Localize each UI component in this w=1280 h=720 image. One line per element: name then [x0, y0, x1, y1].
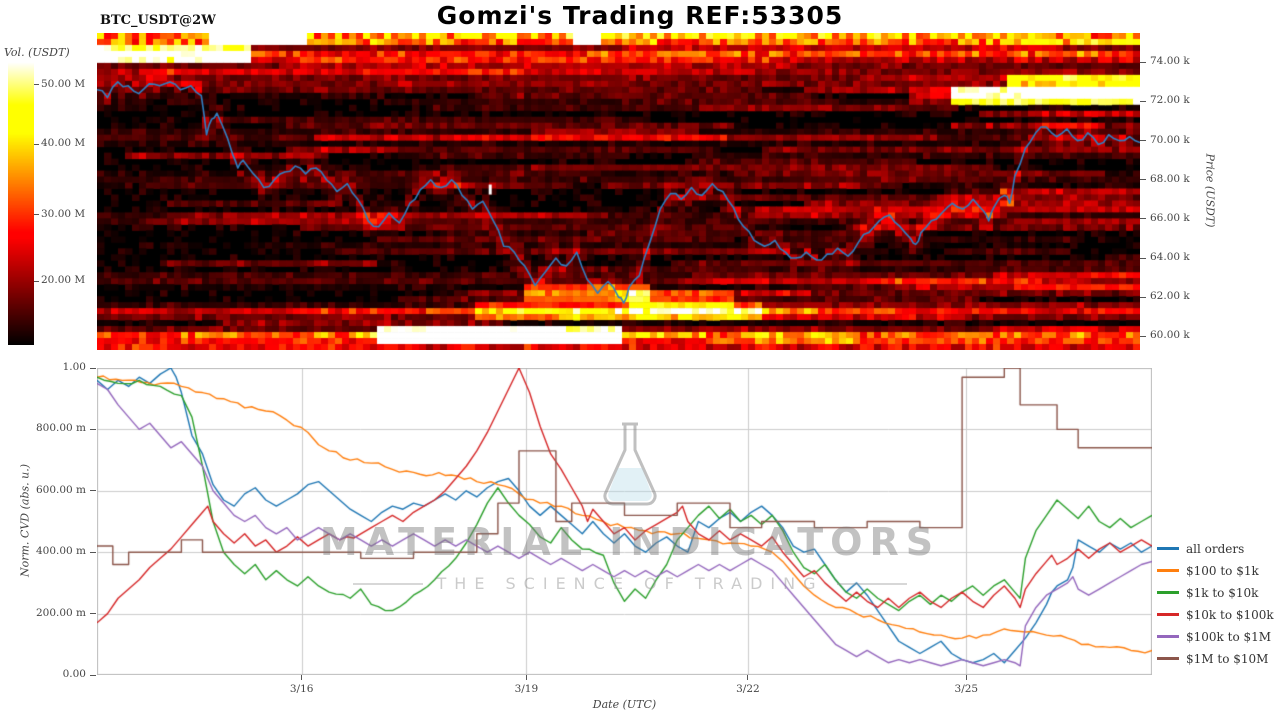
price-tick-label: 72.00 k — [1150, 94, 1190, 107]
legend-item-label: $10k to $100k — [1186, 607, 1274, 622]
colorbar-label: Vol. (USDT) — [4, 46, 70, 59]
cvd-x-tick-mark — [747, 675, 749, 680]
legend-swatch — [1157, 591, 1179, 594]
cvd-y-tick-mark — [90, 490, 96, 492]
legend-item-label: $100 to $1k — [1186, 563, 1259, 578]
cvd-y-tick-mark — [90, 674, 96, 676]
price-tick-label: 74.00 k — [1150, 55, 1190, 68]
cvd-y-tick-mark — [90, 613, 96, 615]
legend-item-label: all orders — [1186, 541, 1245, 556]
price-tick-mark — [1140, 179, 1146, 181]
legend-swatch — [1157, 657, 1179, 660]
price-tick-mark — [1140, 61, 1146, 63]
legend-swatch — [1157, 547, 1179, 550]
price-tick-label: 64.00 k — [1150, 251, 1190, 264]
colorbar-tick-label: 30.00 M — [41, 207, 86, 220]
legend-item: $1k to $10k — [1157, 585, 1274, 600]
cvd-x-axis-label: Date (UTC) — [592, 698, 657, 711]
price-tick-label: 70.00 k — [1150, 133, 1190, 146]
cvd-x-tick-label: 3/22 — [736, 683, 760, 695]
cvd-x-tick-label: 3/16 — [289, 683, 314, 695]
legend-item: $10k to $100k — [1157, 607, 1274, 622]
cvd-y-tick-mark — [90, 367, 96, 369]
page-title: Gomzi's Trading REF:53305 — [436, 1, 844, 30]
cvd-x-tick-mark — [301, 675, 303, 680]
legend-item-label: $1M to $10M — [1186, 651, 1269, 666]
cvd-y-axis-label: Norm. CVD (abs. u.) — [18, 464, 32, 578]
colorbar-tick-mark — [34, 84, 39, 86]
cvd-y-tick-label: 1.00 — [62, 361, 86, 373]
cvd-y-tick-mark — [90, 428, 96, 430]
cvd-y-tick-mark — [90, 551, 96, 553]
heatmap-canvas — [97, 33, 1140, 350]
price-tick-mark — [1140, 218, 1146, 220]
legend-item: $1M to $10M — [1157, 651, 1274, 666]
legend-item-label: $1k to $10k — [1186, 585, 1259, 600]
colorbar-tick-label: 50.00 M — [41, 77, 86, 90]
legend: all orders $100 to $1k $1k to $10k $10k to … — [1157, 541, 1274, 666]
cvd-y-tick-label: 400.00 m — [35, 545, 86, 558]
cvd-x-tick-mark — [525, 675, 527, 680]
legend-item-label: $100k to $1M — [1186, 629, 1272, 644]
legend-swatch — [1157, 613, 1179, 616]
price-tick-mark — [1140, 140, 1146, 142]
price-tick-label: 66.00 k — [1150, 211, 1190, 224]
colorbar-tick-mark — [34, 280, 39, 282]
price-tick-label: 68.00 k — [1150, 172, 1190, 185]
legend-swatch — [1157, 569, 1179, 572]
price-tick-label: 60.00 k — [1150, 329, 1190, 342]
colorbar-tick-mark — [34, 143, 39, 145]
price-tick-mark — [1140, 296, 1146, 298]
cvd-canvas — [97, 368, 1152, 675]
colorbar-tick-label: 20.00 M — [41, 274, 86, 287]
cvd-y-tick-label: 200.00 m — [35, 606, 86, 619]
cvd-y-tick-label: 600.00 m — [35, 483, 86, 496]
cvd-y-tick-label: 800.00 m — [35, 422, 86, 435]
cvd-x-tick-label: 3/25 — [954, 683, 979, 695]
legend-item: $100k to $1M — [1157, 629, 1274, 644]
cvd-x-tick-label: 3/19 — [514, 683, 539, 695]
price-axis-label: Price (USDT) — [1203, 153, 1217, 228]
price-tick-label: 62.00 k — [1150, 290, 1190, 303]
symbol-label: BTC_USDT@2W — [100, 13, 216, 28]
price-tick-mark — [1140, 335, 1146, 337]
cvd-y-tick-label: 0.00 — [62, 668, 86, 680]
colorbar — [8, 62, 34, 345]
cvd-x-tick-mark — [965, 675, 967, 680]
price-tick-mark — [1140, 100, 1146, 102]
price-tick-mark — [1140, 257, 1146, 259]
legend-item: $100 to $1k — [1157, 563, 1274, 578]
legend-swatch — [1157, 635, 1179, 638]
legend-item: all orders — [1157, 541, 1274, 556]
colorbar-tick-label: 40.00 M — [41, 137, 86, 150]
colorbar-tick-mark — [34, 214, 39, 216]
